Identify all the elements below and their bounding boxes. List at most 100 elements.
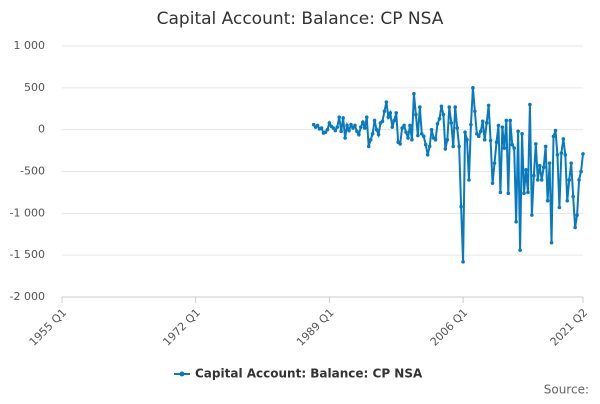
data-point xyxy=(559,151,564,155)
data-point xyxy=(382,109,387,114)
data-point xyxy=(331,126,336,130)
data-point xyxy=(337,115,342,119)
y-tick-label: 0 xyxy=(38,123,45,136)
data-point xyxy=(573,225,577,230)
data-point xyxy=(516,129,520,134)
data-point xyxy=(567,178,572,182)
chart-title: Capital Account: Balance: CP NSA xyxy=(157,9,444,29)
data-point xyxy=(571,194,575,199)
data-point xyxy=(518,248,522,252)
data-point xyxy=(323,130,328,134)
data-point xyxy=(380,119,385,124)
data-point xyxy=(404,130,408,134)
data-point xyxy=(400,126,404,130)
data-point xyxy=(445,137,450,142)
data-point xyxy=(349,122,353,127)
data-point xyxy=(351,126,355,130)
data-point xyxy=(319,126,324,130)
data-point xyxy=(539,178,544,182)
data-point xyxy=(359,125,363,129)
data-point xyxy=(435,122,440,126)
data-point xyxy=(551,134,556,139)
data-point xyxy=(406,136,410,140)
y-tick-label: 1 000 xyxy=(14,39,46,52)
data-point xyxy=(553,128,558,133)
data-point xyxy=(496,123,501,128)
data-point xyxy=(575,213,579,217)
data-point xyxy=(345,123,349,128)
data-point xyxy=(451,144,456,149)
data-point xyxy=(504,118,509,123)
data-point xyxy=(549,240,554,245)
data-point xyxy=(419,132,424,136)
data-point xyxy=(447,105,452,109)
data-point xyxy=(398,142,402,146)
data-point xyxy=(453,105,458,109)
data-point xyxy=(425,152,430,157)
data-point xyxy=(414,112,418,117)
data-point xyxy=(311,122,316,127)
y-tick-label: -500 xyxy=(20,165,45,178)
data-point xyxy=(514,219,518,224)
data-point xyxy=(390,125,395,129)
data-point xyxy=(480,119,485,124)
data-point xyxy=(384,100,389,104)
data-point xyxy=(347,128,351,133)
data-point xyxy=(473,109,477,114)
data-point xyxy=(561,137,566,141)
data-point xyxy=(368,137,373,142)
data-point xyxy=(357,132,361,137)
data-point xyxy=(482,137,487,142)
x-tick-label: 1972 Q1 xyxy=(160,306,203,349)
data-point xyxy=(528,102,532,107)
data-point xyxy=(374,127,379,132)
data-point xyxy=(376,132,381,137)
data-point xyxy=(569,161,574,165)
data-line xyxy=(312,87,584,262)
data-point xyxy=(315,123,320,128)
data-point xyxy=(416,133,420,138)
data-point xyxy=(565,198,570,203)
data-point xyxy=(455,126,459,130)
data-point xyxy=(366,144,371,149)
data-point xyxy=(486,103,491,108)
x-tick-label: 2021 Q2 xyxy=(548,306,591,349)
data-point xyxy=(532,173,536,178)
data-point xyxy=(429,127,434,132)
data-point xyxy=(522,191,526,196)
y-tick-label: -2 000 xyxy=(10,290,45,303)
data-point xyxy=(520,132,524,136)
data-point xyxy=(488,138,493,143)
data-point xyxy=(449,121,454,125)
data-point xyxy=(408,123,412,128)
data-point xyxy=(541,165,546,170)
data-point xyxy=(512,146,516,150)
x-tick-label: 2006 Q1 xyxy=(428,306,471,349)
legend-label: Capital Account: Balance: CP NSA xyxy=(195,367,423,381)
data-point xyxy=(457,144,461,149)
data-point xyxy=(563,152,568,157)
data-point xyxy=(506,191,511,196)
data-point xyxy=(353,123,357,128)
data-point xyxy=(421,134,426,139)
data-point xyxy=(327,121,332,125)
data-point xyxy=(388,111,393,115)
data-point xyxy=(364,115,369,119)
data-point xyxy=(557,205,562,210)
data-point xyxy=(471,86,475,90)
data-point xyxy=(477,134,481,139)
data-point xyxy=(478,129,483,134)
data-point xyxy=(441,112,446,117)
data-point xyxy=(443,147,448,151)
data-point xyxy=(355,129,359,134)
data-point xyxy=(439,104,444,109)
data-point xyxy=(423,142,428,147)
data-point xyxy=(433,137,438,142)
x-tick-label: 1989 Q1 xyxy=(294,306,337,349)
data-point xyxy=(510,142,515,147)
data-point xyxy=(362,126,367,130)
data-point xyxy=(341,116,345,120)
data-point xyxy=(335,125,340,129)
data-point xyxy=(372,118,377,123)
data-point xyxy=(526,190,530,195)
